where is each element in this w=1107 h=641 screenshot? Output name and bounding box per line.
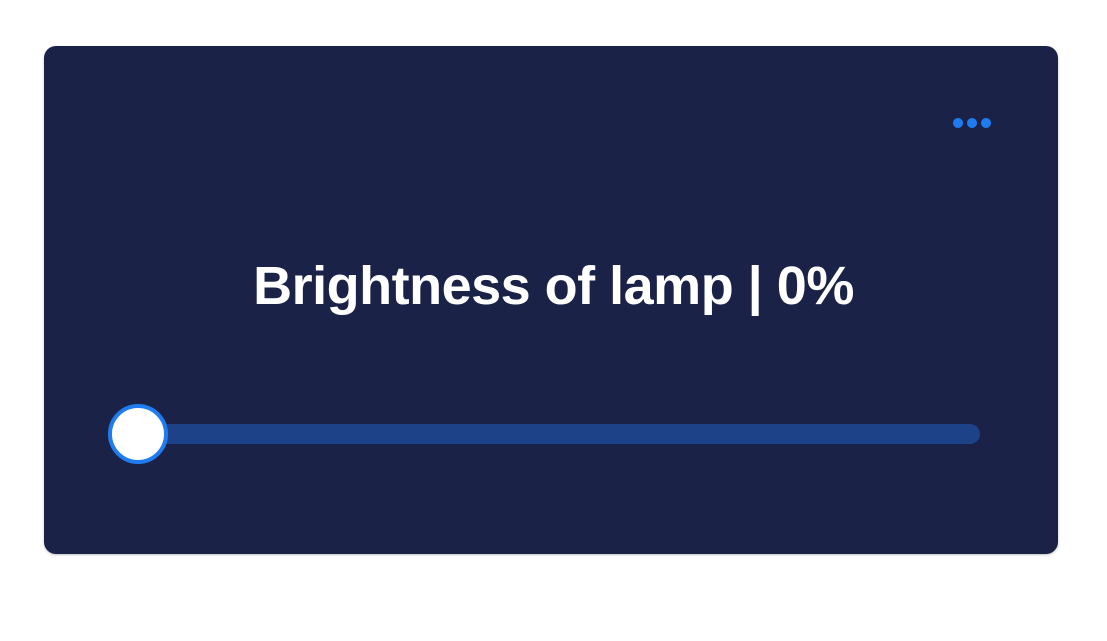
brightness-title: Brightness of lamp | 0% bbox=[253, 256, 854, 316]
more-horizontal-icon bbox=[953, 118, 991, 128]
slider-track[interactable] bbox=[138, 424, 980, 444]
brightness-card bbox=[44, 46, 1058, 554]
slider-thumb[interactable] bbox=[108, 404, 168, 464]
more-options-button[interactable] bbox=[946, 108, 998, 138]
brightness-slider[interactable] bbox=[108, 402, 980, 466]
